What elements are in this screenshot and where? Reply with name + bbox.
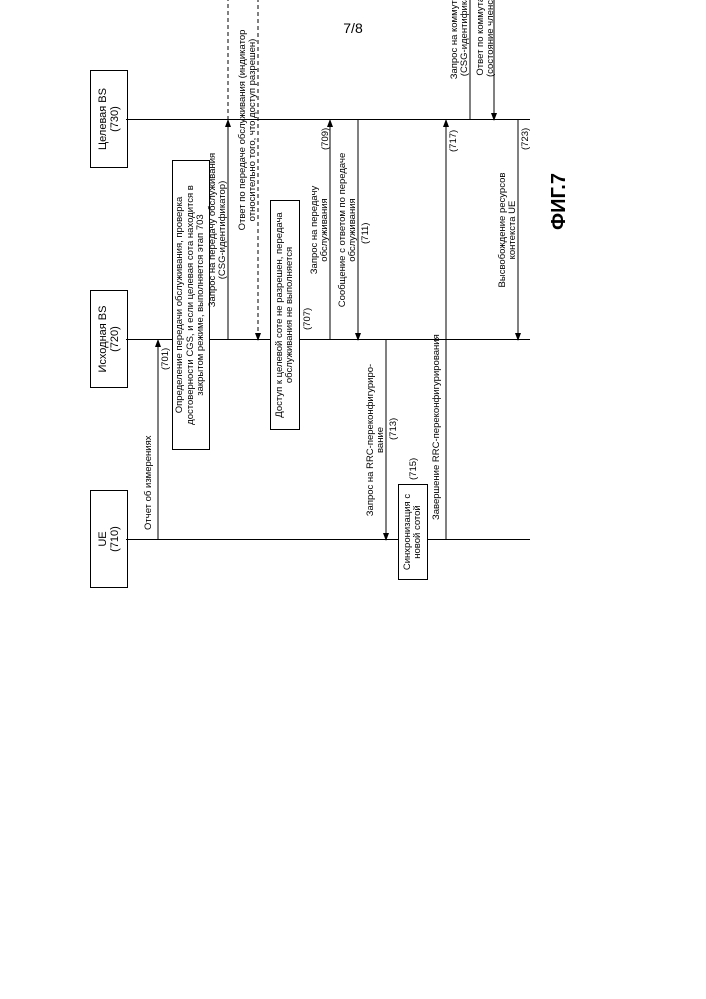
- node-src-label: Исходная BS: [97, 306, 109, 373]
- proc-703: Определение передачи обслуживания, прове…: [172, 160, 210, 450]
- step-711: (711): [360, 223, 371, 244]
- diagram-inner: UE (710) Исходная BS (720) Целевая BS (7…: [90, 0, 590, 580]
- step-701: (701): [160, 348, 171, 370]
- node-ue: UE (710): [90, 490, 128, 588]
- node-src-sub: (720): [109, 326, 121, 352]
- proc-707: Доступ к целевой соте не разрешен, перед…: [270, 200, 300, 430]
- msg-719: Запрос на коммутацию трактов (CSG-иденти…: [450, 0, 470, 110]
- step-717: (717): [448, 130, 459, 152]
- sequence-diagram: UE (710) Исходная BS (720) Целевая BS (7…: [90, 80, 706, 580]
- msg-701: Отчет об измерениях: [144, 360, 154, 530]
- node-ue-label: UE: [97, 531, 109, 546]
- lifeline-ue: [126, 539, 530, 540]
- step-709: (709): [320, 128, 331, 150]
- step-715n: (715): [408, 458, 419, 480]
- msg-705: Ответ по передаче обслуживания (индикато…: [238, 0, 258, 320]
- step-713: (713): [388, 418, 399, 440]
- msg-709: Запрос на передачу обслуживания: [310, 140, 330, 320]
- page: 7/8 UE (710) Исходная BS (720) Целевая B…: [0, 0, 706, 999]
- node-tgt-sub: (730): [109, 106, 121, 132]
- proc-715-text: Синхронизация с новой сотой: [403, 487, 424, 577]
- lifeline-tgt: [126, 119, 530, 120]
- node-tgt: Целевая BS (730): [90, 70, 128, 168]
- step-723: (723): [520, 128, 531, 150]
- node-src: Исходная BS (720): [90, 290, 128, 388]
- msg-717: Завершение RRC-переконфигурирования: [432, 160, 442, 520]
- msg-713: Запрос на RRC-переконфигуриро- вание: [366, 350, 386, 530]
- msg-721: Ответ по коммутации трактов (состояние ч…: [476, 0, 496, 110]
- proc-715: Синхронизация с новой сотой: [398, 484, 428, 580]
- msg-703: Запрос на передачу обслуживания (CSG-иде…: [208, 130, 228, 330]
- node-ue-sub: (710): [109, 526, 121, 552]
- msg-711: Сообщение с ответом по передаче обслужив…: [338, 130, 358, 330]
- proc-703-text: Определение передачи обслуживания, прове…: [175, 163, 206, 447]
- figure-caption: ФИГ.7: [548, 173, 571, 230]
- proc-707-text: Доступ к целевой соте не разрешен, перед…: [275, 203, 296, 427]
- msg-723: Высвобождение ресурсов контекста UE: [498, 140, 518, 320]
- node-tgt-label: Целевая BS: [97, 88, 109, 150]
